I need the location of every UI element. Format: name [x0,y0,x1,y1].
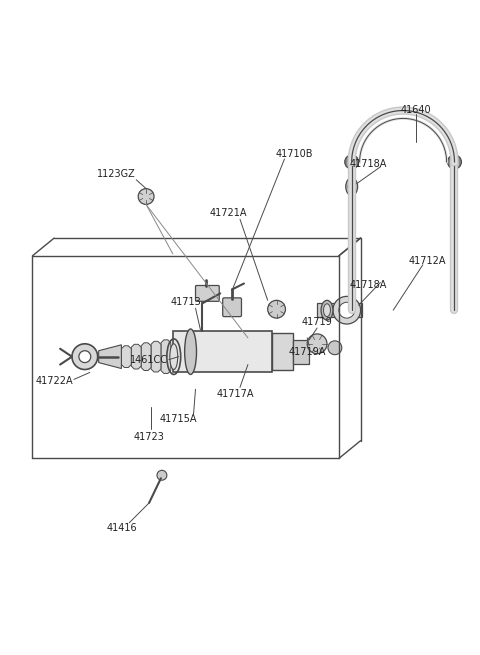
Text: 41722A: 41722A [36,377,73,386]
Bar [272,333,293,371]
Circle shape [79,350,91,363]
Text: 41719A: 41719A [288,346,326,357]
Circle shape [307,334,327,354]
Ellipse shape [170,344,178,369]
Text: 41721A: 41721A [209,208,247,218]
Circle shape [345,155,359,169]
Ellipse shape [324,304,330,316]
Text: 41713: 41713 [170,297,201,307]
Circle shape [268,301,286,318]
Polygon shape [151,341,161,372]
Polygon shape [141,343,151,371]
Circle shape [447,155,461,169]
Polygon shape [99,345,121,369]
Bar [317,303,361,317]
Ellipse shape [346,178,358,196]
Bar [293,340,309,364]
Circle shape [72,344,97,369]
Text: 41640: 41640 [401,105,431,115]
Text: 41715A: 41715A [160,414,197,424]
Polygon shape [131,345,141,369]
Circle shape [339,303,355,318]
Bar [173,331,272,373]
Text: 41719: 41719 [302,317,333,327]
Circle shape [328,341,342,354]
Text: 41710B: 41710B [276,149,313,159]
Text: 41723: 41723 [133,432,165,441]
Circle shape [157,470,167,480]
Text: 41718A: 41718A [350,159,387,169]
Text: 41712A: 41712A [409,256,446,266]
Polygon shape [121,346,131,367]
Ellipse shape [348,181,355,192]
Text: 41717A: 41717A [216,389,254,399]
Text: 1123GZ: 1123GZ [97,169,136,179]
Ellipse shape [185,329,196,375]
Circle shape [333,296,360,324]
Text: 1461CC: 1461CC [130,354,168,365]
FancyBboxPatch shape [195,286,219,301]
Circle shape [138,189,154,204]
Text: 41416: 41416 [106,523,137,533]
Text: 41718A: 41718A [350,280,387,290]
FancyBboxPatch shape [223,298,241,316]
Ellipse shape [321,301,333,320]
Polygon shape [161,340,171,373]
